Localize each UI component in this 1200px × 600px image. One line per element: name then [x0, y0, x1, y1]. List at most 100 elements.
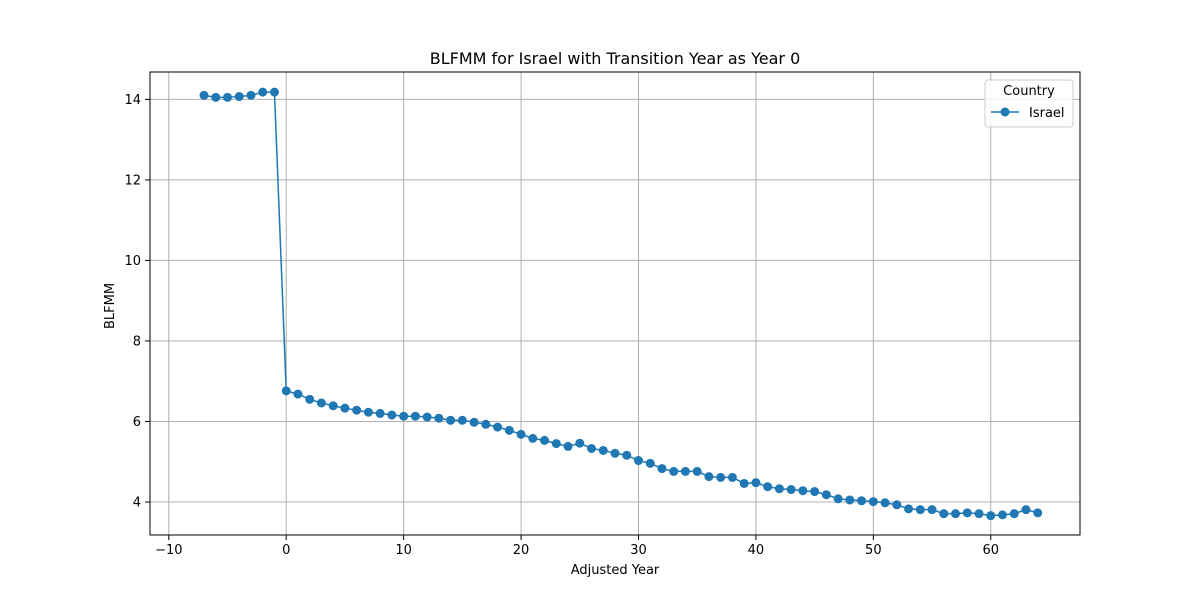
data-point: [763, 482, 773, 492]
y-tick-label: 8: [133, 334, 141, 349]
series-israel: [199, 87, 1043, 521]
data-point: [1021, 505, 1031, 515]
y-tick-label: 10: [124, 254, 141, 269]
data-point: [974, 509, 984, 519]
data-point: [223, 92, 232, 102]
data-point: [716, 472, 726, 482]
data-point: [446, 415, 456, 425]
data-point: [915, 505, 925, 515]
data-point: [798, 486, 808, 496]
x-tick-label: 50: [865, 543, 882, 558]
data-point: [610, 448, 620, 458]
y-axis-label: BLFMM: [103, 283, 118, 329]
data-point: [962, 508, 972, 518]
x-tick-label: 60: [982, 543, 999, 558]
data-point: [410, 411, 420, 421]
data-point: [810, 487, 820, 497]
x-axis: −10 0 10 20 30 40 50 60: [155, 535, 999, 558]
data-point: [986, 511, 996, 521]
data-point: [645, 458, 655, 468]
data-point: [258, 87, 268, 97]
grid: [150, 72, 1080, 535]
data-point: [504, 425, 514, 435]
data-point: [587, 443, 597, 453]
data-point: [939, 509, 949, 519]
data-point: [551, 439, 561, 449]
data-point: [363, 407, 373, 417]
data-point: [927, 505, 937, 515]
data-point: [293, 389, 303, 399]
data-point: [434, 413, 444, 423]
data-point: [575, 438, 585, 448]
series-line: [203, 91, 1038, 517]
data-point: [880, 498, 890, 508]
data-point: [234, 92, 244, 102]
data-point: [540, 435, 550, 445]
data-point: [422, 412, 432, 422]
x-tick-label: 10: [395, 543, 412, 558]
y-tick-label: 6: [133, 415, 141, 430]
x-tick-label: −10: [155, 543, 182, 558]
data-point: [211, 92, 221, 102]
data-point: [199, 90, 209, 100]
data-point: [281, 386, 291, 396]
data-point: [680, 466, 690, 476]
data-point: [352, 405, 362, 415]
data-point: [493, 422, 503, 432]
data-point: [387, 410, 397, 420]
x-tick-label: 30: [630, 543, 647, 558]
data-point: [774, 484, 784, 494]
legend-point-marker: [1000, 107, 1010, 117]
plot-frame: [149, 71, 1081, 536]
chart-title: BLFMM for Israel with Transition Year as…: [430, 49, 801, 68]
data-point: [340, 403, 350, 413]
legend-entry-israel: Israel: [1029, 106, 1065, 121]
x-tick-label: 40: [748, 543, 765, 558]
y-tick-label: 12: [124, 173, 141, 188]
data-point: [704, 472, 714, 482]
x-tick-label: 20: [513, 543, 530, 558]
data-point: [845, 495, 855, 505]
data-point: [622, 450, 632, 460]
data-point: [868, 497, 878, 507]
data-point: [305, 394, 315, 404]
x-tick-label: 0: [282, 543, 290, 558]
data-point: [739, 478, 749, 488]
data-point: [375, 408, 385, 418]
data-point: [481, 419, 491, 429]
y-axis: 4 6 8 10 12 14: [124, 93, 150, 510]
y-tick-label: 14: [124, 93, 141, 108]
data-point: [269, 87, 279, 97]
data-point: [727, 472, 737, 482]
data-point: [951, 509, 961, 519]
data-point: [904, 504, 914, 514]
data-point: [669, 466, 679, 476]
data-point: [857, 496, 867, 506]
data-point: [1033, 508, 1043, 518]
data-point: [528, 433, 538, 443]
data-point: [328, 401, 338, 411]
data-point: [246, 90, 256, 100]
data-point: [469, 417, 479, 427]
data-point: [833, 494, 843, 504]
data-point: [692, 466, 702, 476]
data-point: [786, 485, 796, 495]
x-axis-label: Adjusted Year: [571, 563, 660, 578]
y-tick-label: 4: [133, 495, 141, 510]
data-point: [821, 490, 831, 500]
data-point: [316, 398, 326, 408]
data-point: [563, 441, 573, 451]
data-point: [892, 500, 902, 510]
data-point: [1009, 509, 1019, 519]
data-point: [657, 464, 667, 474]
data-point: [998, 510, 1007, 520]
legend-title: Country: [1003, 84, 1055, 99]
data-point: [598, 445, 608, 455]
data-point: [457, 415, 467, 425]
data-point: [751, 478, 761, 488]
data-point: [633, 456, 643, 466]
data-point: [516, 429, 526, 439]
data-point: [399, 411, 409, 421]
legend: Country Israel: [984, 79, 1074, 128]
